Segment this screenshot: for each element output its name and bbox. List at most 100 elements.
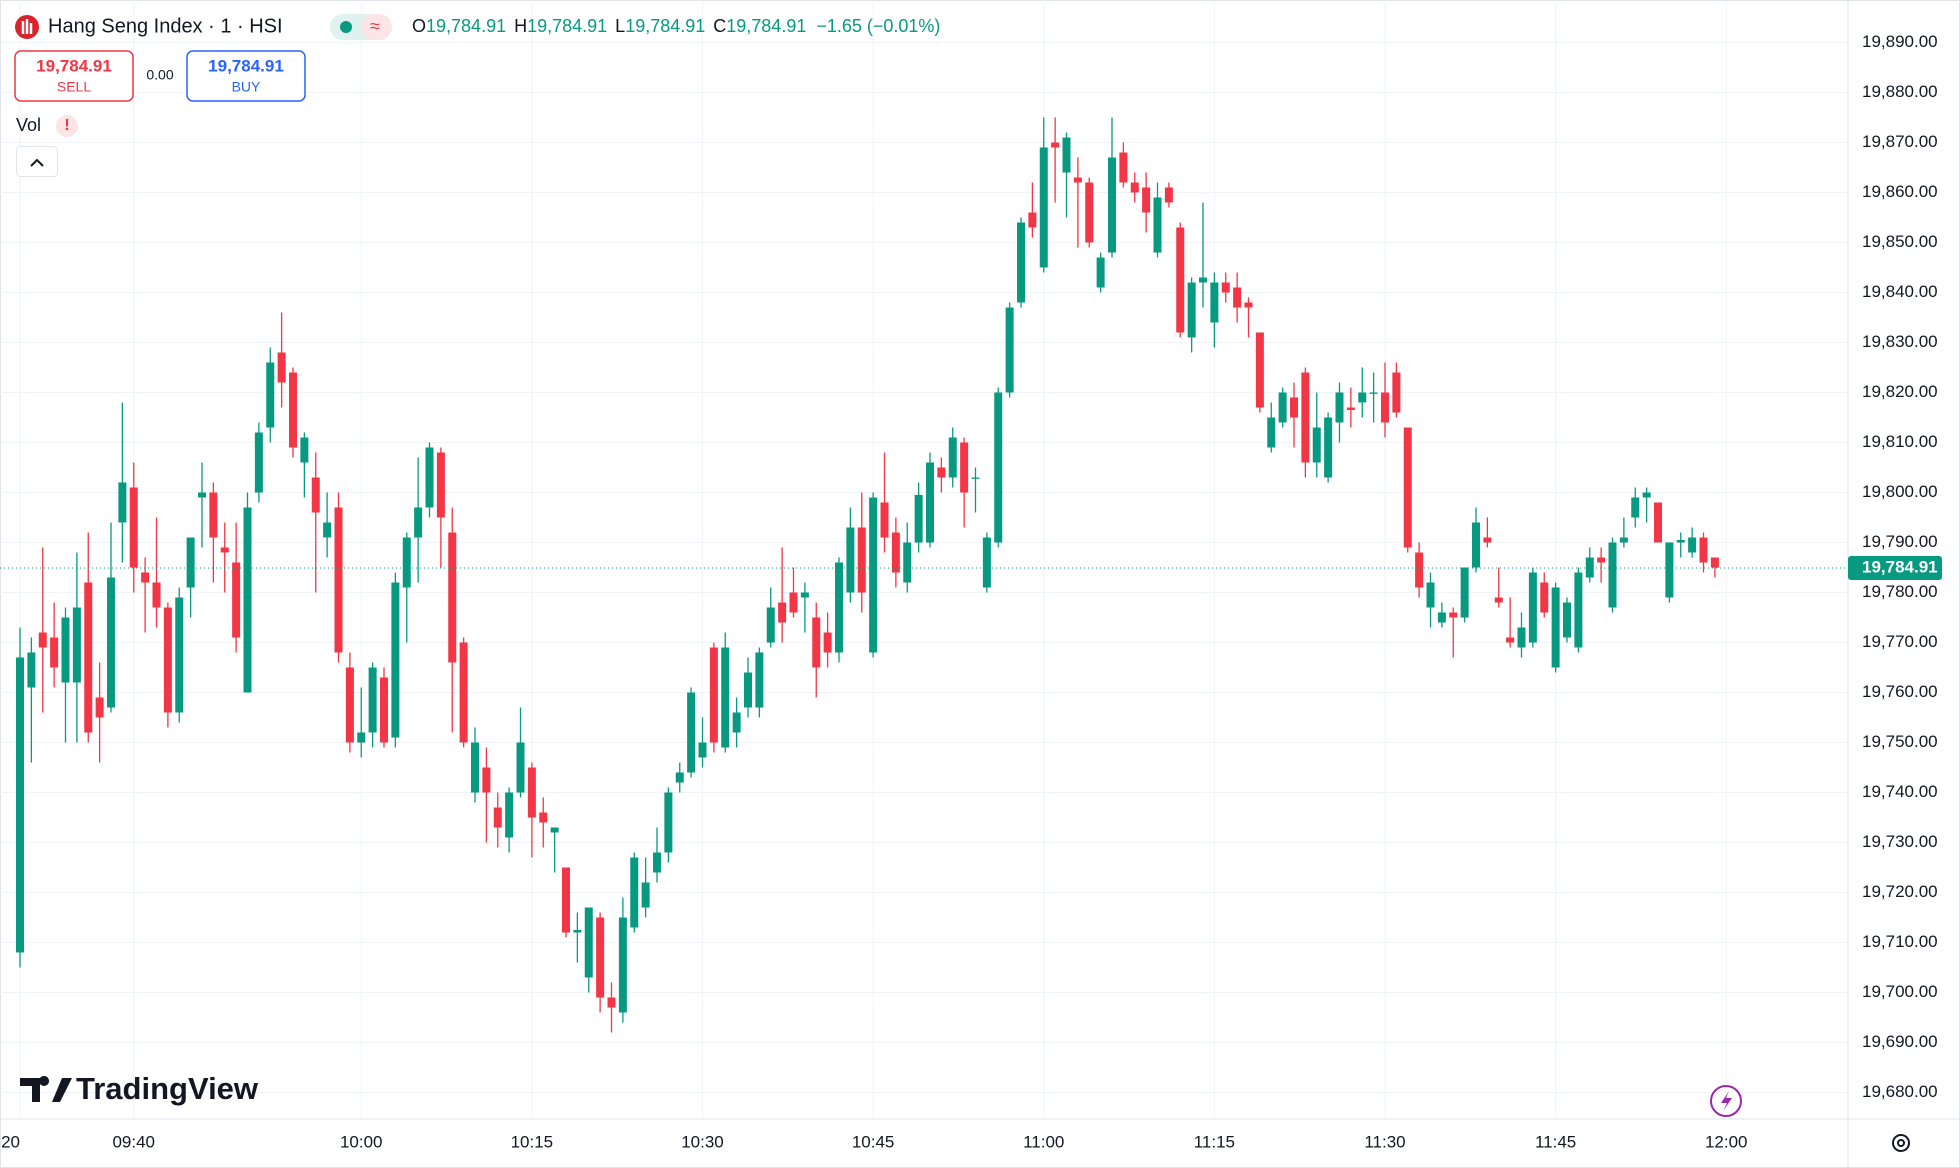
candle-body [1028,212,1037,228]
candle-body [1631,497,1640,518]
candle-body [550,827,559,833]
candle-body [880,502,889,538]
sell-button[interactable] [14,50,134,102]
candle-body [1301,372,1310,463]
candle-body [562,867,570,933]
candle-body [505,792,514,838]
indicator-warning[interactable] [56,115,78,137]
y-tick-label: 19,740.00 [1862,782,1938,801]
indicator-label[interactable]: Vol [16,115,41,135]
candle-body [118,482,127,523]
x-tick-label: 10:15 [511,1132,554,1151]
candle-body [1142,187,1151,213]
candle-body [1051,142,1060,148]
candle-body [1335,392,1344,423]
x-tick-label: 10:30 [681,1132,724,1151]
candle-body [1324,417,1333,478]
candle-body [402,537,411,588]
candle-body [1255,332,1264,408]
change: −1.65 (−0.01%) [816,16,940,36]
symbol-title[interactable]: Hang Seng Index · 1 · HSI [48,15,283,37]
y-tick-label: 19,850.00 [1862,232,1938,251]
alert-icon [1721,1091,1732,1111]
candle-body [1426,582,1435,608]
candle-body [1494,597,1503,603]
candle-body [311,477,320,513]
candle-body [1210,282,1219,323]
candle-body [1665,542,1674,598]
candle-body [27,652,36,688]
candle-body [1073,177,1082,183]
y-tick-label: 19,840.00 [1862,282,1938,301]
candle-body [994,392,1003,543]
candle-body [1267,417,1276,448]
market-status-delay[interactable] [361,14,392,40]
candle-body [1563,602,1571,638]
candle-body [732,712,741,733]
candle-body [357,732,366,743]
candle-body [1710,557,1719,568]
ohlc-key: H [514,16,527,36]
y-tick-label: 19,830.00 [1862,332,1938,351]
candle-body [1290,397,1298,418]
candle-body [709,647,718,743]
grid [0,0,1848,1119]
candle-body [1415,552,1424,588]
buy-label: BUY [232,79,261,95]
last-price-tag [1848,555,1942,580]
x-tick-label: 10:00 [340,1132,383,1151]
candle-body [1199,277,1207,283]
candle-body [345,667,354,743]
candle-body [1312,427,1321,463]
ohlc-value: 19,784.91 [726,16,806,36]
candle-body [1483,537,1492,543]
candle-body [1642,492,1651,498]
y-tick-label: 19,780.00 [1862,582,1938,601]
candle-body [1597,557,1606,563]
candle-body [1688,537,1697,553]
candle-body [1608,542,1617,608]
y-tick-label: 19,710.00 [1862,932,1938,951]
candle-body [61,617,70,683]
candle-body [1619,537,1628,543]
logo-text[interactable]: TradingView [76,1071,259,1106]
settings-button[interactable] [1892,1134,1910,1152]
candle-body [1449,612,1458,618]
candle-body [425,447,434,508]
candle-body [744,672,752,708]
buy-button[interactable] [186,50,306,102]
candle-body [778,602,787,623]
y-tick-label: 19,730.00 [1862,832,1938,851]
ohlc-value: 19,784.91 [527,16,607,36]
candle-body [254,432,263,493]
candle-body [1517,627,1526,648]
candle-body [459,642,468,743]
candle-body [869,497,878,653]
y-tick-label: 19,820.00 [1862,382,1938,401]
x-tick-label: 11:30 [1364,1132,1405,1151]
candle-body [914,495,923,543]
candle-body [539,812,548,823]
candle-body [960,442,969,493]
settings-icon [1897,1139,1905,1147]
candle-body [220,547,229,553]
candle-body [926,462,934,543]
collapse-button[interactable] [16,146,58,177]
candle-body [573,930,582,933]
y-tick-label: 19,700.00 [1862,982,1938,1001]
y-tick-label: 19,810.00 [1862,432,1938,451]
candle-body [607,997,616,1008]
y-tick-label: 19,720.00 [1862,882,1938,901]
candle-body [1119,152,1128,183]
candle-body [937,467,946,478]
buy-price: 19,784.91 [208,56,284,75]
candle-body [971,477,980,479]
indicator-warning-icon: ! [64,117,69,134]
candle-body [198,492,206,498]
sell-label: SELL [57,79,91,95]
candle-body [323,522,332,538]
candle-body [141,572,150,583]
y-tick-label: 19,880.00 [1862,82,1938,101]
candle-body [903,542,912,583]
